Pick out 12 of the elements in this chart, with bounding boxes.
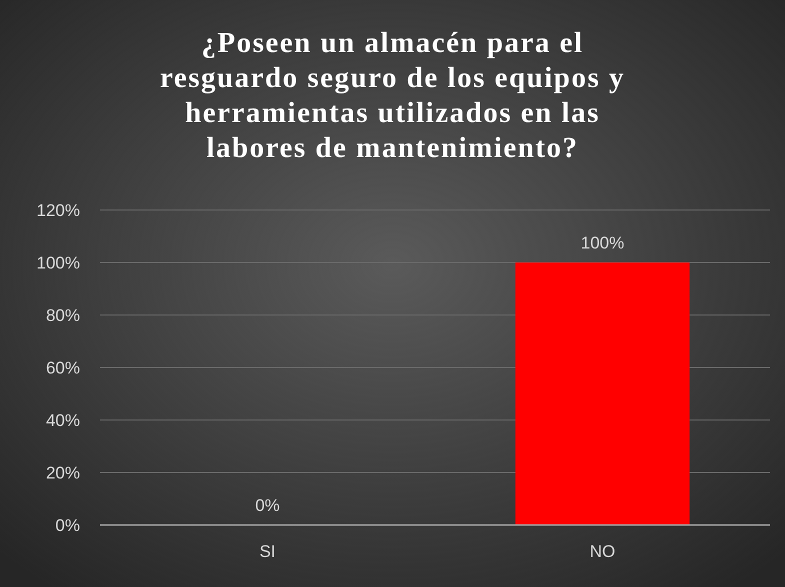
y-tick-label: 120% (36, 200, 80, 220)
y-tick-label: 60% (46, 358, 80, 378)
x-tick-label: SI (259, 542, 276, 561)
y-tick-label: 80% (46, 306, 80, 325)
chart-title: ¿Poseen un almacén para el resguardo seguro de los equipos y herramientas utilizados en las labores de mantenimiento? (160, 27, 625, 164)
y-tick-label: 0% (55, 516, 80, 535)
data-label: 100% (580, 234, 624, 252)
y-tick-label: 20% (46, 463, 80, 482)
y-tick-label: 40% (46, 410, 80, 430)
x-tick-label: NO (590, 542, 616, 561)
y-tick-label: 100% (36, 253, 80, 272)
data-label: 0% (255, 496, 280, 515)
